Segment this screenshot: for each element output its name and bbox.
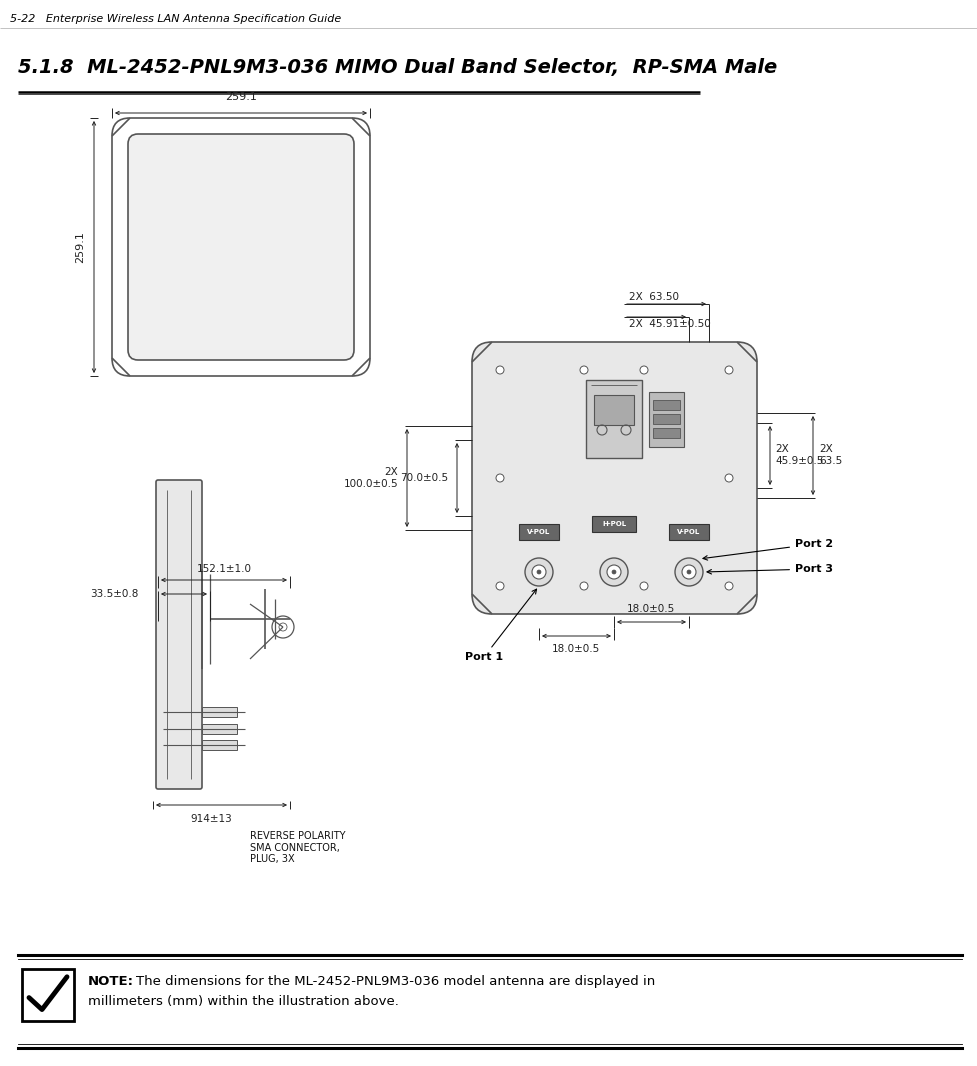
Circle shape [607,565,621,579]
Circle shape [580,582,588,589]
Circle shape [525,558,553,586]
Text: Port 1: Port 1 [465,589,536,662]
Bar [202,707,237,717]
Text: 152.1±1.0: 152.1±1.0 [196,564,251,574]
Bar [592,516,636,532]
Bar [669,524,709,540]
FancyBboxPatch shape [128,134,354,360]
Circle shape [640,366,648,374]
Text: 2X
100.0±0.5: 2X 100.0±0.5 [343,467,398,489]
FancyBboxPatch shape [156,480,202,789]
Circle shape [612,570,616,574]
Text: H-POL: H-POL [602,521,626,527]
Text: 2X
45.9±0.5: 2X 45.9±0.5 [775,445,824,466]
Circle shape [687,570,691,574]
Circle shape [496,582,504,589]
Circle shape [725,582,733,589]
Circle shape [496,474,504,482]
Circle shape [725,474,733,482]
Bar [594,395,634,425]
Text: The dimensions for the ML-2452-PNL9M3-036 model antenna are displayed in: The dimensions for the ML-2452-PNL9M3-03… [136,975,656,988]
Text: 2X  45.91±0.50: 2X 45.91±0.50 [629,319,710,329]
Bar [649,392,684,447]
Circle shape [662,420,666,424]
Text: V-POL: V-POL [528,529,551,535]
Text: REVERSE POLARITY
SMA CONNECTOR,
PLUG, 3X: REVERSE POLARITY SMA CONNECTOR, PLUG, 3X [250,831,346,865]
Text: 2X
63.5: 2X 63.5 [819,445,842,466]
Text: V-POL: V-POL [677,529,701,535]
Circle shape [627,390,631,394]
Text: 2X  63.50: 2X 63.50 [629,292,679,302]
Circle shape [597,390,601,394]
Circle shape [537,570,541,574]
Text: 33.5±0.8: 33.5±0.8 [91,589,139,599]
Circle shape [640,582,648,589]
Circle shape [662,440,666,445]
Bar [519,524,559,540]
Bar [653,429,680,438]
Text: Port 2: Port 2 [703,539,833,560]
Bar [22,969,74,1021]
Text: 259.1: 259.1 [225,92,257,102]
Bar [586,379,642,458]
Bar [653,414,680,424]
Bar [202,740,237,750]
Text: Port 3: Port 3 [707,564,833,574]
Text: 18.0±0.5: 18.0±0.5 [552,644,600,655]
Text: 70.0±0.5: 70.0±0.5 [400,473,448,483]
Text: 18.0±0.5: 18.0±0.5 [627,604,675,614]
Circle shape [580,366,588,374]
Text: 914±13: 914±13 [191,814,233,824]
Circle shape [725,366,733,374]
Circle shape [682,565,696,579]
Bar [202,724,237,734]
Bar [653,400,680,410]
Text: NOTE:: NOTE: [88,975,134,988]
FancyBboxPatch shape [472,342,757,614]
Text: 5-22   Enterprise Wireless LAN Antenna Specification Guide: 5-22 Enterprise Wireless LAN Antenna Spe… [10,14,341,25]
Text: 259.1: 259.1 [75,231,85,263]
Circle shape [600,558,628,586]
Circle shape [675,558,703,586]
Text: 5.1.8  ML-2452-PNL9M3-036 MIMO Dual Band Selector,  RP-SMA Male: 5.1.8 ML-2452-PNL9M3-036 MIMO Dual Band … [18,58,778,77]
Circle shape [496,366,504,374]
Circle shape [532,565,546,579]
Text: millimeters (mm) within the illustration above.: millimeters (mm) within the illustration… [88,995,399,1008]
